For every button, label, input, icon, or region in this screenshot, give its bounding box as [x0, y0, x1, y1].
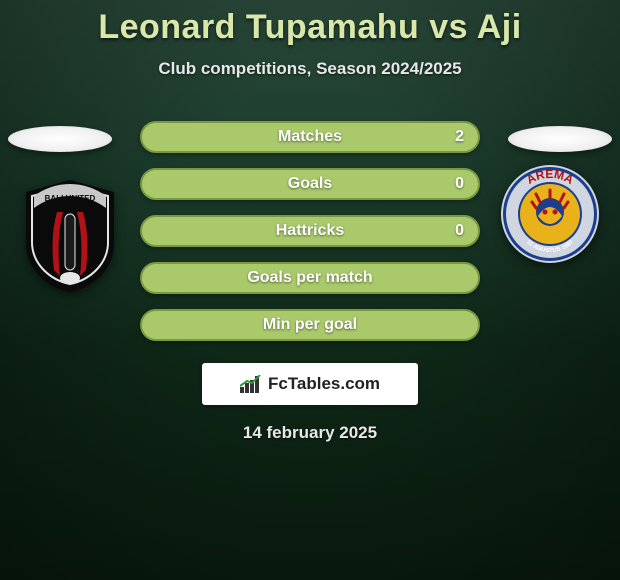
stat-label: Hattricks [276, 222, 344, 240]
stat-row-goals-per-match: Goals per match [140, 262, 480, 294]
date-text: 14 february 2025 [243, 423, 377, 443]
stat-label: Goals per match [247, 269, 372, 287]
brand-box: FcTables.com [202, 363, 418, 405]
stat-right-value: 0 [455, 175, 464, 193]
brand-text: FcTables.com [268, 374, 380, 394]
crest-top-text: BALI UNITED [45, 194, 96, 203]
stat-label: Goals [288, 175, 332, 193]
chart-icon [240, 375, 262, 393]
stat-row-matches: Matches 2 [140, 121, 480, 153]
club-crest-left: BALI UNITED [20, 178, 120, 294]
subtitle: Club competitions, Season 2024/2025 [158, 59, 461, 79]
stat-row-min-per-goal: Min per goal [140, 309, 480, 341]
shield-icon: BALI UNITED [20, 178, 120, 294]
stat-label: Min per goal [263, 316, 357, 334]
stats-list: Matches 2 Goals 0 Hattricks 0 Goals per … [140, 121, 480, 341]
stat-right-value: 2 [455, 128, 464, 146]
stat-right-value: 0 [455, 222, 464, 240]
badge-icon: AREMA 11 AGUSTUS 1987 [500, 164, 600, 264]
stat-row-hattricks: Hattricks 0 [140, 215, 480, 247]
player-platform-right [508, 126, 612, 152]
page-title: Leonard Tupamahu vs Aji [98, 8, 521, 47]
stat-row-goals: Goals 0 [140, 168, 480, 200]
stat-label: Matches [278, 128, 342, 146]
club-crest-right: AREMA 11 AGUSTUS 1987 [500, 164, 600, 264]
player-platform-left [8, 126, 112, 152]
